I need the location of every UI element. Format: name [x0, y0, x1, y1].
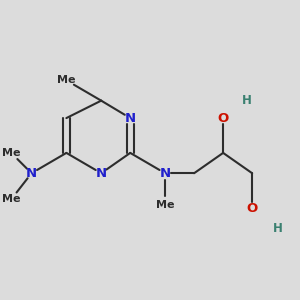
Text: Me: Me	[2, 148, 20, 158]
Text: Me: Me	[156, 200, 174, 210]
Text: Me: Me	[2, 194, 20, 204]
Text: N: N	[125, 112, 136, 124]
Text: O: O	[218, 112, 229, 124]
Text: N: N	[160, 167, 171, 180]
Text: N: N	[26, 167, 37, 180]
Text: H: H	[242, 94, 251, 107]
Text: O: O	[247, 202, 258, 214]
Text: Me: Me	[57, 75, 76, 85]
Text: H: H	[273, 222, 283, 235]
Text: N: N	[96, 167, 107, 180]
